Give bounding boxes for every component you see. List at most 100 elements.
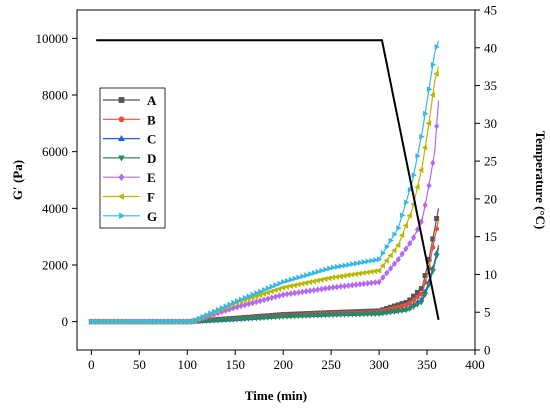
- legend-label: G: [147, 209, 157, 224]
- legend-label: B: [147, 112, 156, 127]
- data-point: [395, 242, 401, 249]
- data-point: [291, 314, 298, 320]
- data-point: [391, 260, 398, 268]
- data-point: [325, 275, 332, 282]
- legend-label: A: [147, 93, 157, 108]
- data-point: [250, 291, 256, 298]
- data-point: [377, 256, 383, 263]
- data-point: [418, 218, 424, 226]
- legend-marker: [119, 212, 126, 220]
- data-point: [433, 70, 439, 77]
- data-point: [345, 312, 352, 318]
- data-point: [357, 259, 364, 266]
- data-point: [222, 317, 229, 324]
- data-point: [241, 316, 248, 323]
- y-tick-label: 10000: [36, 31, 69, 46]
- x-tick-label: 400: [465, 357, 485, 372]
- data-point: [426, 282, 432, 289]
- data-point: [223, 303, 229, 310]
- data-point: [246, 293, 252, 300]
- data-point: [430, 61, 437, 68]
- data-point: [376, 311, 383, 317]
- data-point: [261, 287, 268, 293]
- y-tick-label: 4000: [42, 201, 68, 216]
- data-point: [391, 247, 397, 254]
- data-point: [280, 314, 287, 320]
- data-point: [322, 313, 329, 319]
- data-point: [299, 288, 305, 296]
- y2-tick-label: 25: [484, 154, 497, 169]
- data-point: [406, 212, 412, 219]
- data-point: [116, 318, 122, 325]
- data-point: [342, 262, 348, 269]
- data-point: [254, 290, 260, 297]
- data-point: [304, 272, 310, 279]
- data-point: [295, 313, 302, 320]
- y-tick-label: 6000: [42, 144, 68, 159]
- x-axis-title: Time (min): [245, 388, 307, 403]
- data-point: [395, 255, 401, 263]
- data-point: [150, 318, 157, 325]
- data-point: [373, 257, 379, 263]
- data-point: [372, 279, 378, 286]
- data-point: [287, 283, 293, 290]
- data-point: [208, 310, 214, 317]
- series-E: [88, 100, 440, 326]
- data-point: [292, 275, 298, 282]
- data-point: [361, 280, 367, 288]
- data-point: [93, 318, 99, 325]
- data-point: [387, 252, 393, 259]
- data-point: [418, 167, 424, 174]
- data-point: [276, 292, 282, 300]
- data-point: [104, 318, 110, 325]
- data-point: [310, 278, 316, 285]
- y-axis-title: G′ (Pa): [10, 160, 25, 200]
- data-point: [429, 92, 435, 98]
- data-point: [414, 226, 421, 233]
- data-point: [249, 299, 256, 307]
- data-point: [368, 279, 375, 287]
- data-point: [226, 317, 233, 323]
- data-point: [230, 317, 237, 323]
- data-point: [235, 298, 241, 304]
- data-point: [399, 250, 405, 258]
- data-point: [353, 312, 360, 318]
- y2-axis-ticks: 0 5 10 15 20 25 30 35 40 45: [475, 3, 497, 358]
- data-point: [173, 318, 180, 325]
- data-point: [353, 281, 359, 289]
- data-point: [291, 282, 297, 289]
- data-point: [330, 284, 336, 291]
- data-point: [196, 315, 203, 322]
- legend-label: D: [147, 151, 156, 166]
- data-point: [257, 315, 264, 322]
- data-point: [406, 306, 413, 312]
- data-point: [349, 281, 355, 289]
- data-point: [383, 310, 390, 316]
- data-point: [315, 268, 321, 275]
- data-point: [334, 283, 340, 291]
- data-point: [434, 122, 440, 130]
- legend-label: F: [147, 190, 155, 205]
- data-point: [334, 263, 341, 270]
- data-point: [354, 260, 360, 267]
- data-point: [131, 318, 137, 325]
- data-point: [96, 318, 103, 325]
- data-point: [384, 243, 391, 250]
- data-point: [392, 231, 398, 238]
- data-point: [100, 318, 107, 325]
- data-point: [396, 225, 402, 232]
- data-point: [400, 212, 406, 219]
- data-point: [288, 290, 294, 297]
- x-tick-label: 50: [133, 357, 146, 372]
- data-point: [315, 286, 321, 294]
- data-point: [269, 294, 275, 302]
- data-point: [311, 286, 317, 294]
- data-point: [349, 312, 356, 318]
- y-tick-label: 0: [62, 314, 69, 329]
- data-point: [154, 318, 160, 325]
- legend-entry-F: F: [103, 190, 155, 205]
- data-point: [238, 296, 245, 303]
- data-point: [284, 314, 290, 320]
- data-point: [375, 267, 382, 274]
- data-point: [376, 278, 382, 286]
